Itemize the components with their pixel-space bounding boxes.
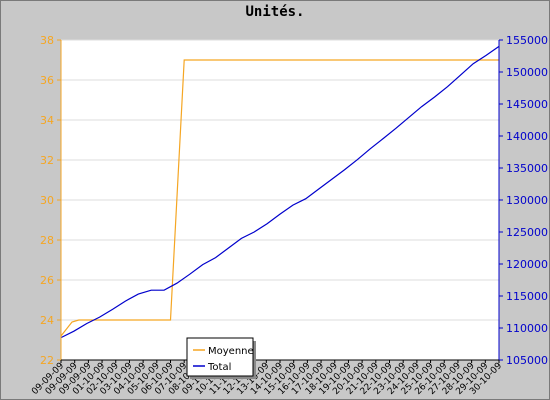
right-tick-label: 155000 (506, 34, 548, 47)
legend-label-moyenne: Moyenne (208, 346, 254, 357)
left-tick-label: 30 (40, 194, 54, 207)
series-line-moyenne (60, 59, 499, 337)
left-tick-label: 32 (40, 154, 54, 167)
right-tick-label: 130000 (506, 194, 548, 207)
right-tick-label: 115000 (506, 290, 548, 303)
left-tick-label: 34 (40, 114, 54, 127)
legend-label-total: Total (207, 362, 231, 373)
right-tick-label: 110000 (506, 322, 548, 335)
left-tick-label: 22 (40, 354, 54, 367)
right-tick-label: 135000 (506, 162, 548, 175)
right-tick-label: 120000 (506, 258, 548, 271)
right-tick-label: 145000 (506, 98, 548, 111)
legend-box (186, 337, 254, 377)
left-tick-label: 38 (40, 34, 54, 47)
chart-title: Unités. (245, 4, 305, 20)
right-tick-label: 125000 (506, 226, 548, 239)
right-tick-label: 150000 (506, 66, 548, 79)
left-tick-label: 28 (40, 234, 54, 247)
left-tick-label: 26 (40, 274, 54, 287)
series-line-total (60, 45, 500, 339)
left-tick-label: 24 (40, 314, 54, 327)
right-tick-label: 140000 (506, 130, 548, 143)
right-tick-label: 105000 (506, 354, 548, 367)
left-tick-label: 36 (40, 74, 54, 87)
